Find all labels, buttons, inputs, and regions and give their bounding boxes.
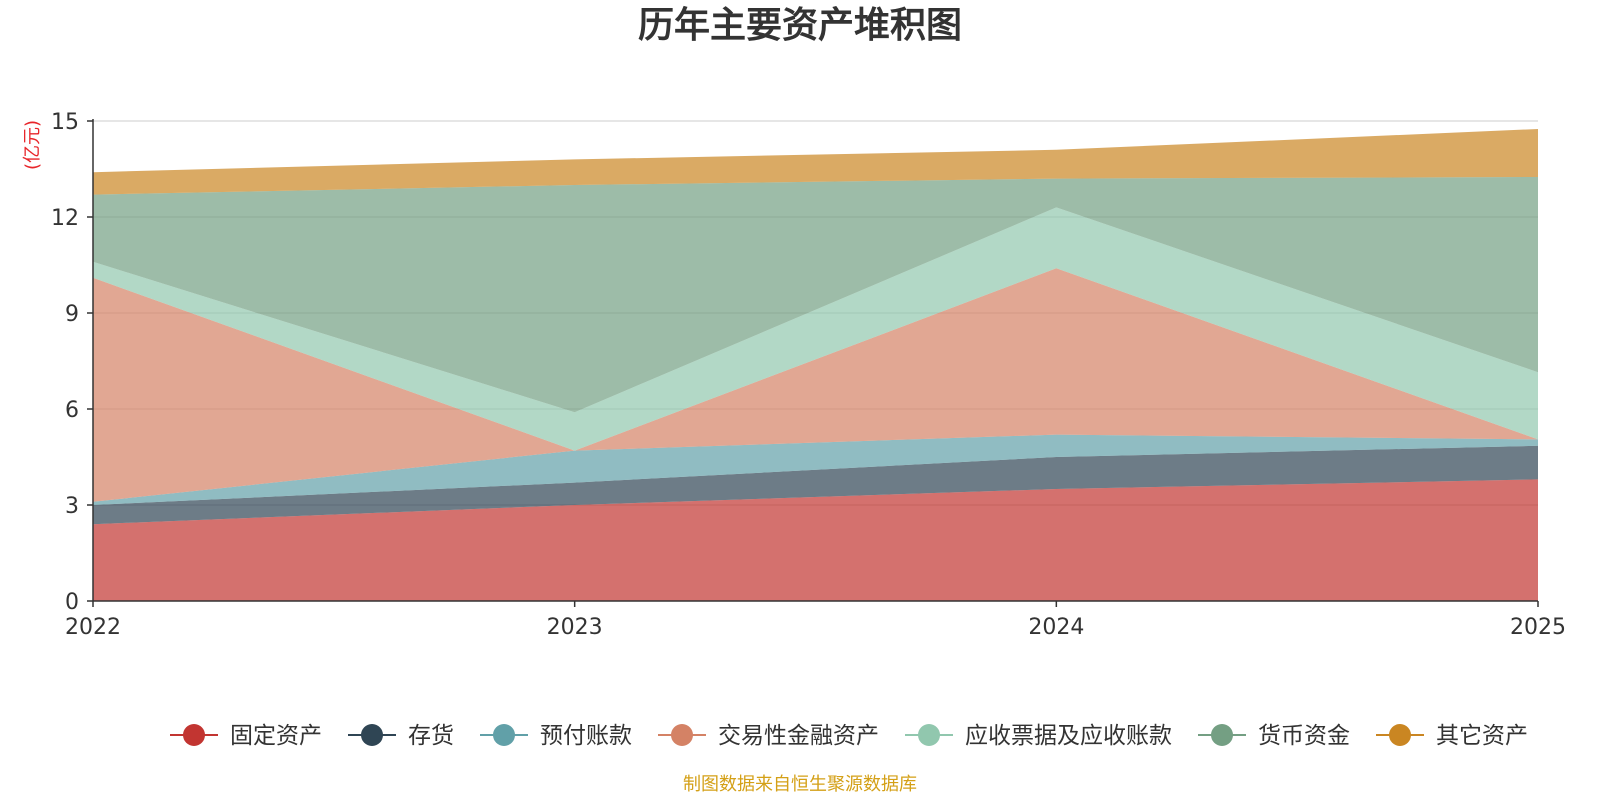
x-tick-label: 2023 [547,615,603,640]
legend-item-预付账款[interactable]: 预付账款 [480,723,632,749]
legend-item-其它资产[interactable]: 其它资产 [1376,723,1528,749]
chart-title: 历年主要资产堆积图 [638,5,962,46]
legend-marker-dot [183,724,205,746]
y-tick-label: 3 [65,494,79,519]
x-tick-label: 2025 [1510,615,1566,640]
legend-label: 其它资产 [1436,723,1528,749]
area-预付账款 [93,434,1538,505]
area-其它资产 [93,129,1538,195]
legend-label: 交易性金融资产 [718,723,879,749]
legend-marker-dot [493,724,515,746]
y-tick-label: 15 [51,110,79,135]
y-tick-label: 12 [51,206,79,231]
area-货币资金 [93,177,1538,413]
legend-item-货币资金[interactable]: 货币资金 [1198,723,1350,749]
legend-marker-dot [1389,724,1411,746]
legend-label: 货币资金 [1258,723,1350,749]
legend[interactable]: 固定资产 存货 预付账款 交易性金融资产 应收票据及应收账款 货币资金 其它资产 [170,723,1528,749]
legend-item-存货[interactable]: 存货 [348,723,454,749]
area-应收票据及应收账款 [93,207,1538,451]
y-axis-unit-label: (亿元) [22,120,43,170]
x-tick-label: 2022 [65,615,121,640]
area-series [93,129,1538,601]
axes: 0 3 6 9 12 15 2022 2023 2024 2025 [51,110,1566,640]
legend-item-固定资产[interactable]: 固定资产 [170,723,322,749]
legend-label: 应收票据及应收账款 [965,723,1172,749]
area-存货 [93,445,1538,525]
legend-label: 预付账款 [540,723,632,749]
area-固定资产 [93,479,1538,601]
legend-marker-dot [1211,724,1233,746]
y-tick-label: 0 [65,590,79,615]
legend-marker-dot [361,724,383,746]
y-tick-label: 9 [65,302,79,327]
legend-marker-dot [671,724,693,746]
y-tick-label: 6 [65,398,79,423]
legend-item-交易性金融资产[interactable]: 交易性金融资产 [658,723,879,749]
legend-item-应收票据及应收账款[interactable]: 应收票据及应收账款 [905,723,1172,749]
legend-label: 存货 [408,723,454,749]
area-交易性金融资产 [93,268,1538,502]
legend-marker-dot [918,724,940,746]
x-tick-label: 2024 [1028,615,1084,640]
legend-label: 固定资产 [230,723,322,749]
source-note: 制图数据来自恒生聚源数据库 [683,774,917,795]
